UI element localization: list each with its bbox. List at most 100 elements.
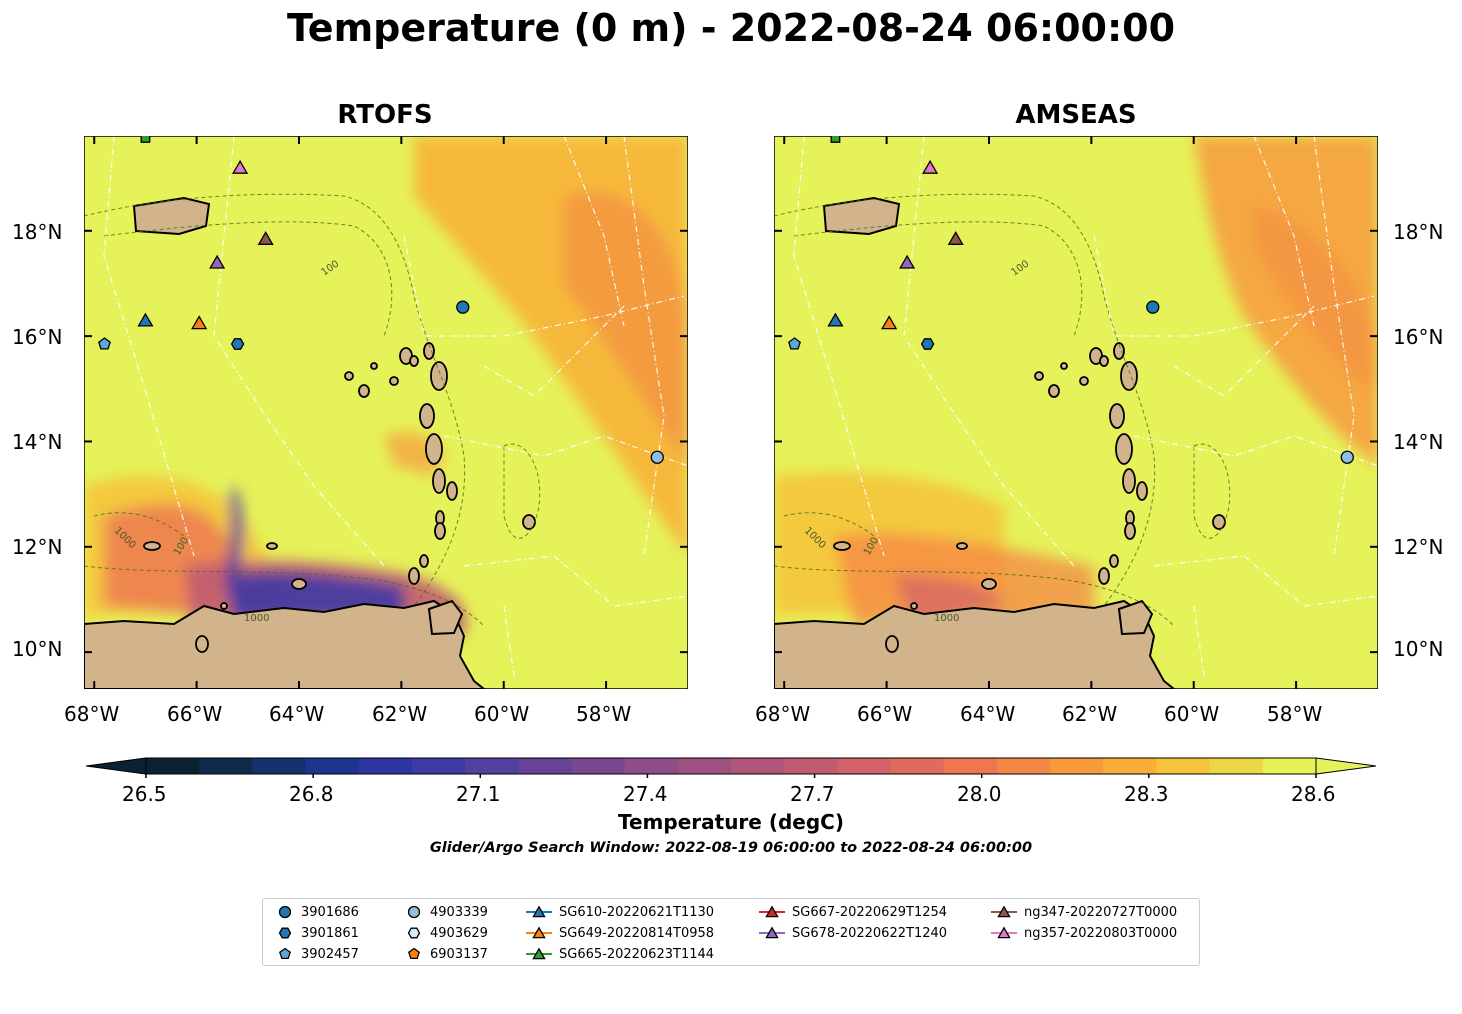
triangle-line-marker-icon xyxy=(991,926,1017,939)
lat-label-14n-r: 14°N xyxy=(1393,430,1444,454)
observation-marker-3902457 xyxy=(98,337,111,350)
triangle-line-marker-icon xyxy=(526,905,552,918)
legend-item: 3901861 xyxy=(275,923,359,943)
island-shape xyxy=(143,541,161,551)
legend-marker xyxy=(279,947,291,960)
colorbar-segment xyxy=(943,758,998,774)
island-shape xyxy=(1115,433,1133,465)
island-shape xyxy=(432,468,446,494)
observation-marker-ng347-20220727T0000 xyxy=(947,230,964,245)
observation-marker-SG649-20220814T0958 xyxy=(881,315,898,330)
legend-item: SG649-20220814T0958 xyxy=(525,923,714,943)
legend-marker xyxy=(278,927,292,939)
colorbar-label: Temperature (degC) xyxy=(618,810,844,834)
colorbar-segment xyxy=(624,758,679,774)
legend-item: SG665-20220623T1144 xyxy=(525,944,714,964)
legend-item: SG667-20220629T1254 xyxy=(758,902,947,922)
colorbar-segment xyxy=(1209,758,1264,774)
colorbar-segment xyxy=(677,758,732,774)
island-shape xyxy=(1098,567,1110,585)
lon-label-66w-r: 66°W xyxy=(857,702,913,726)
triangle-line-marker-icon xyxy=(991,905,1017,918)
colorbar-segment xyxy=(731,758,785,774)
lon-label-64w: 64°W xyxy=(269,702,325,726)
island-shape xyxy=(266,542,278,550)
panel-title-amseas: AMSEAS xyxy=(1015,100,1137,130)
cbar-tick-26-5: 26.5 xyxy=(122,782,167,806)
colorbar-segment xyxy=(571,758,626,774)
lat-label-12n-r: 12°N xyxy=(1393,535,1444,559)
island-shape xyxy=(358,384,370,398)
trinidad-shape xyxy=(1117,599,1154,636)
legend-marker xyxy=(278,905,292,919)
island-shape xyxy=(1109,403,1125,429)
observation-marker-SG678-20220622T1240 xyxy=(899,254,916,269)
cbar-tick-28-0: 28.0 xyxy=(957,782,1002,806)
legend-marker xyxy=(765,926,779,939)
colorbar-min-arrow xyxy=(86,757,147,775)
triangle-line-marker-icon xyxy=(526,947,552,960)
island-shape xyxy=(419,554,429,568)
observation-marker-3901686 xyxy=(456,300,470,314)
colorbar-segment xyxy=(784,758,838,774)
colorbar-frame xyxy=(145,757,1317,775)
observation-marker-SG678-20220622T1240 xyxy=(209,254,226,269)
legend: 3901686 3901861 3902457 4903339 4903629 … xyxy=(262,898,1200,966)
island-shape xyxy=(389,376,399,386)
colorbar-segment xyxy=(996,758,1051,774)
colorbar-segment xyxy=(146,758,200,774)
lon-label-58w-r: 58°W xyxy=(1267,702,1323,726)
legend-item: 6903137 xyxy=(404,944,488,964)
cbar-tick-28-3: 28.3 xyxy=(1124,782,1169,806)
colorbar-segment xyxy=(1262,758,1317,774)
trinidad-shape xyxy=(427,599,464,636)
island-shape xyxy=(1122,468,1136,494)
legend-marker xyxy=(997,926,1011,939)
observation-marker-SG649-20220814T0958 xyxy=(191,315,208,330)
island-shape xyxy=(291,578,307,590)
circle-marker-icon xyxy=(278,905,292,919)
lat-label-10n-r: 10°N xyxy=(1393,637,1444,661)
cbar-tick-27-7: 27.7 xyxy=(790,782,835,806)
axis-ticks xyxy=(774,136,1378,689)
colorbar-segment xyxy=(305,758,360,774)
island-shape xyxy=(981,578,997,590)
cbar-tick-26-8: 26.8 xyxy=(289,782,334,806)
temperature-field xyxy=(774,136,1378,626)
lon-label-60w-r: 60°W xyxy=(1164,702,1220,726)
legend-item: SG610-20220621T1130 xyxy=(525,902,714,922)
legend-marker xyxy=(532,947,546,960)
lat-label-18n-r: 18°N xyxy=(1393,220,1444,244)
legend-marker xyxy=(407,905,421,919)
colorbar-segment xyxy=(1156,758,1211,774)
observation-marker-SG665-20220623T1144 xyxy=(140,136,151,143)
island-shape xyxy=(833,541,851,551)
lon-label-62w: 62°W xyxy=(372,702,428,726)
legend-marker xyxy=(407,927,421,939)
depth-contours xyxy=(774,193,1231,627)
hexagon-marker-icon xyxy=(278,927,292,939)
mainland-shape xyxy=(84,599,486,689)
cbar-tick-27-1: 27.1 xyxy=(456,782,501,806)
observation-marker-4903339 xyxy=(650,450,664,464)
observation-marker-SG610-20220621T1130 xyxy=(137,312,154,327)
colorbar-segment xyxy=(411,758,466,774)
puerto-rico-shape xyxy=(822,196,901,236)
cbar-tick-28-6: 28.6 xyxy=(1291,782,1336,806)
contour-label: 1000 xyxy=(244,613,269,624)
legend-marker xyxy=(532,926,546,939)
colorbar-segment xyxy=(465,758,519,774)
island-shape xyxy=(956,542,968,550)
temperature-colorbar xyxy=(86,757,1376,778)
pentagon-marker-icon xyxy=(408,947,420,960)
island-shape xyxy=(1099,355,1109,367)
lon-label-60w: 60°W xyxy=(474,702,530,726)
figure-title: Temperature (0 m) - 2022-08-24 06:00:00 xyxy=(286,6,1176,50)
island-shape xyxy=(885,635,899,653)
triangle-line-marker-icon xyxy=(759,926,785,939)
colorbar-segment xyxy=(252,758,307,774)
colorbar-segment xyxy=(199,758,253,774)
colorbar-max-arrow xyxy=(1315,757,1376,775)
lat-label-10n: 10°N xyxy=(12,637,63,661)
